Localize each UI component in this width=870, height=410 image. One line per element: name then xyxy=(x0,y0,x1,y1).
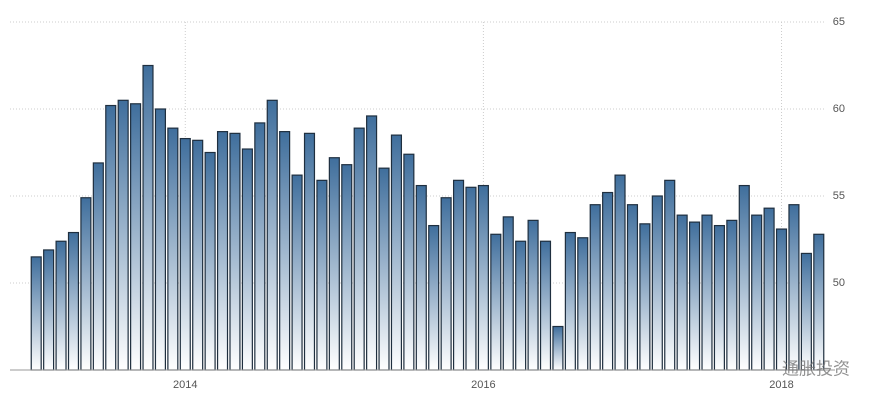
bar xyxy=(43,249,55,371)
bar xyxy=(316,179,328,371)
bar xyxy=(527,219,539,371)
bar xyxy=(378,167,390,371)
bar xyxy=(428,224,440,371)
bar xyxy=(92,162,104,371)
bar xyxy=(142,64,154,371)
bar xyxy=(366,115,378,371)
bar xyxy=(130,103,142,371)
bar xyxy=(266,99,278,371)
bar xyxy=(502,216,514,371)
y-tick-label: 60 xyxy=(833,103,845,115)
bar xyxy=(738,184,750,371)
bar xyxy=(701,214,713,371)
bar xyxy=(241,148,253,371)
bar xyxy=(279,131,291,371)
bar xyxy=(291,174,303,371)
bar xyxy=(154,108,166,371)
bar xyxy=(788,204,800,371)
bar xyxy=(490,233,502,371)
y-tick-label: 65 xyxy=(833,16,845,28)
bar xyxy=(614,174,626,371)
bar xyxy=(254,122,266,371)
bar xyxy=(639,223,651,371)
bar xyxy=(552,325,564,371)
bar xyxy=(775,228,788,371)
bar xyxy=(763,207,775,371)
bar xyxy=(689,221,701,371)
bar xyxy=(353,127,365,371)
x-tick-label: 2018 xyxy=(769,379,793,391)
watermark: 通胀投资 xyxy=(782,359,850,378)
bar xyxy=(713,224,725,371)
x-tick-label: 2014 xyxy=(173,379,197,391)
x-tick-label: 2016 xyxy=(471,379,495,391)
bar xyxy=(477,184,489,371)
bar xyxy=(55,240,67,371)
y-tick-label: 55 xyxy=(833,190,845,202)
bar xyxy=(390,134,403,371)
bar xyxy=(800,252,812,371)
bar xyxy=(229,132,241,371)
bar xyxy=(589,204,601,371)
bar xyxy=(564,231,576,371)
bar xyxy=(328,157,340,371)
bar xyxy=(751,214,763,371)
bar xyxy=(117,99,129,371)
bar xyxy=(440,197,452,371)
bar xyxy=(465,186,477,371)
bar xyxy=(80,197,92,371)
bar xyxy=(67,231,80,371)
bar xyxy=(167,127,179,371)
bar xyxy=(204,151,216,371)
bar xyxy=(192,139,204,371)
bar xyxy=(602,191,614,371)
bar xyxy=(651,195,663,371)
bar xyxy=(341,164,353,371)
bar xyxy=(726,219,738,371)
bar xyxy=(577,237,589,371)
bar xyxy=(179,137,191,371)
bar xyxy=(664,179,676,371)
bar xyxy=(303,132,316,371)
bar xyxy=(216,131,229,371)
bar xyxy=(626,204,639,371)
bar xyxy=(403,153,415,371)
bar xyxy=(515,240,527,371)
bar xyxy=(676,214,688,371)
bar xyxy=(452,179,465,371)
bar xyxy=(813,233,825,371)
bar xyxy=(30,256,42,371)
bar xyxy=(415,184,427,371)
bar xyxy=(105,104,117,371)
bar xyxy=(539,240,552,371)
y-tick-label: 50 xyxy=(833,277,845,289)
